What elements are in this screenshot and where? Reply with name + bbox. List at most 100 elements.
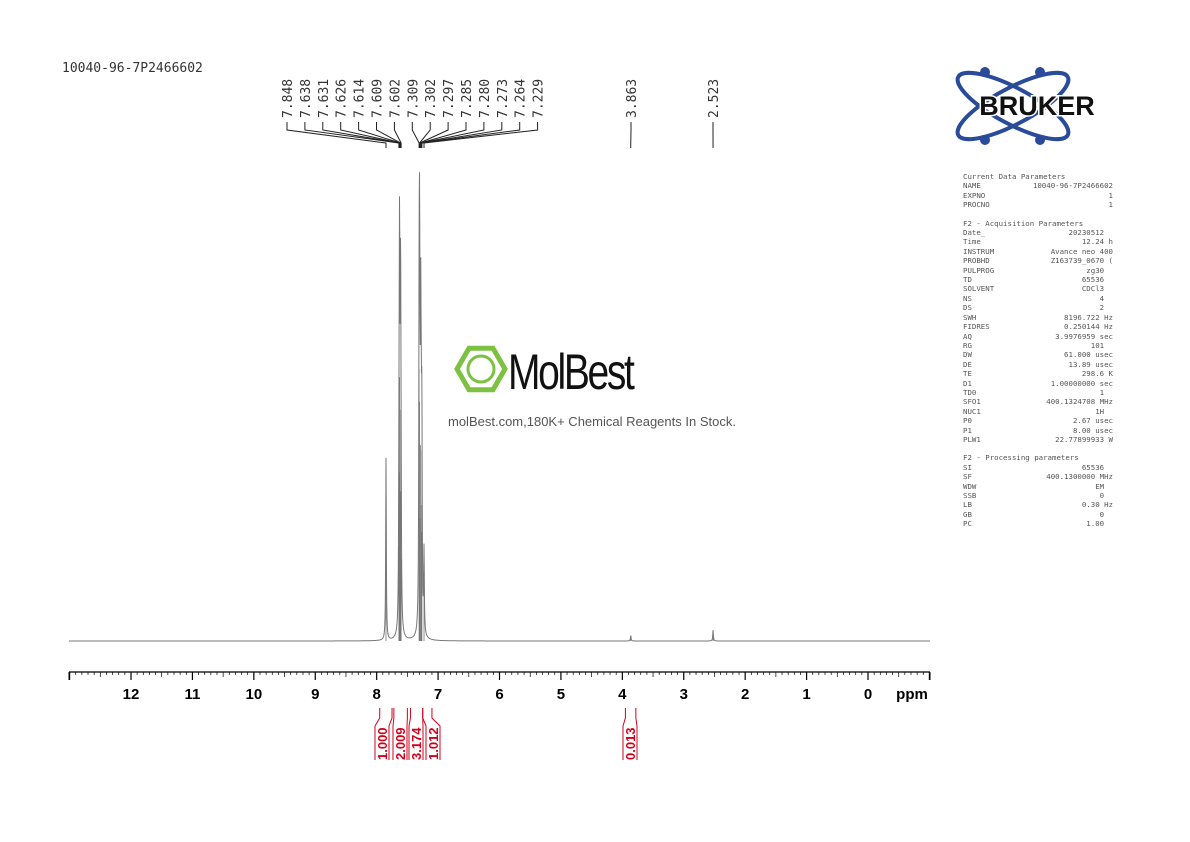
peak-leader-line (411, 122, 420, 148)
peak-label: 7.631 (317, 79, 332, 118)
param-value: 22.77899933 W (1055, 434, 1113, 444)
param-row: SI 65536 (963, 463, 1113, 472)
param-row: GB 0 (963, 510, 1113, 519)
param-name: D1 (963, 378, 972, 388)
peak-label: 2.523 (707, 79, 722, 118)
logo-orbit (955, 70, 1071, 142)
param-value: 13.89 usec (1068, 359, 1114, 369)
param-row: Time 12.24 h (963, 237, 1113, 246)
param-value: 1.00 (1086, 519, 1113, 529)
param-row: DE 13.89 usec (963, 360, 1113, 369)
param-name: TD (963, 275, 972, 285)
param-name: GB (963, 509, 972, 519)
x-tick-label: 12 (123, 686, 140, 703)
param-name: NS (963, 293, 972, 303)
hexagon-ring (466, 354, 496, 384)
param-value: 20230512 (1068, 228, 1113, 238)
param-row: SWH 8196.722 Hz (963, 313, 1113, 322)
param-value: 3.9976959 sec (1055, 331, 1113, 341)
logo-dot (1035, 135, 1045, 145)
x-tick-label: 7 (434, 686, 442, 703)
param-name: Time (963, 237, 981, 247)
molbest-hexagon-icon (454, 345, 508, 393)
peak-label: 7.229 (532, 79, 547, 118)
param-row: TD0 1 (963, 388, 1113, 397)
param-value: 12.24 h (1081, 237, 1113, 247)
peak-leader-line (421, 122, 521, 148)
param-row: WDW EM (963, 482, 1113, 491)
param-name: SOLVENT (963, 284, 995, 294)
integral-bracket (374, 708, 393, 760)
sample-title: 10040-96-7P2466602 (62, 61, 203, 76)
param-row: P1 8.00 usec (963, 426, 1113, 435)
x-tick-label: 11 (184, 686, 200, 703)
param-name: PC (963, 519, 972, 529)
peak-label: 3.863 (625, 79, 640, 118)
peak-leader-line (340, 122, 401, 148)
param-row: SSB 0 (963, 491, 1113, 500)
param-row: SFO1 400.1324708 MHz (963, 397, 1113, 406)
param-row: TD 65536 (963, 275, 1113, 284)
param-row: NUC1 1H (963, 407, 1113, 416)
bruker-logo-text: BRUKER (979, 91, 1095, 121)
param-value: 65536 (1081, 275, 1113, 285)
x-tick-label: 6 (495, 686, 503, 703)
param-value: 298.6 K (1081, 369, 1113, 379)
param-name: P1 (963, 425, 972, 435)
param-row: PROBHD Z163739_0670 ( (963, 256, 1113, 265)
param-value: Z163739_0670 ( (1050, 256, 1113, 266)
param-value: 0 (1099, 491, 1113, 500)
param-row: DW 61.000 usec (963, 350, 1113, 359)
param-name: DS (963, 303, 972, 313)
x-tick-label: 5 (557, 686, 565, 703)
peak-label: 7.280 (478, 79, 493, 118)
param-row: PC 1.00 (963, 519, 1113, 528)
param-name: SWH (963, 312, 977, 322)
peak-label: 7.302 (424, 79, 439, 118)
x-tick-label: 0 (864, 686, 872, 703)
param-value: 1 (1108, 200, 1113, 210)
param-value: 0 (1099, 509, 1113, 519)
param-value: 1 (1108, 190, 1113, 200)
param-name: LB (963, 500, 972, 510)
param-name: PROCNO (963, 200, 990, 210)
param-value: 65536 (1081, 462, 1113, 472)
peak-label: 7.602 (388, 79, 403, 118)
peak-label: 7.609 (371, 79, 386, 118)
param-value: 61.000 usec (1064, 350, 1113, 360)
x-axis-label: ppm (896, 686, 928, 703)
param-section-header: F2 - Acquisition Parameters (963, 218, 1084, 228)
integral-value: 2.009 (393, 727, 408, 760)
param-value: 101 (1090, 340, 1113, 350)
x-tick-label: 9 (311, 686, 319, 703)
param-row: LB 0.30 Hz (963, 500, 1113, 509)
param-row: PROCNO 1 (963, 200, 1113, 209)
param-row: DS 2 (963, 303, 1113, 312)
param-value: EM (1095, 481, 1113, 491)
logo-dot (1035, 67, 1045, 77)
param-name: Date_ (963, 228, 986, 238)
peak-leader-line (286, 122, 387, 148)
param-section-header: Current Data Parameters (963, 172, 1066, 181)
peak-label: 7.848 (281, 79, 296, 118)
param-name: SF (963, 472, 972, 482)
param-row: PLW1 22.77899933 W (963, 435, 1113, 444)
spectrum-line (69, 172, 930, 642)
peak-label: 7.638 (299, 79, 314, 118)
param-name: SSB (963, 491, 977, 500)
param-name: PROBHD (963, 256, 990, 266)
param-row: SF 400.1300000 MHz (963, 472, 1113, 481)
logo-orbit (955, 70, 1071, 142)
parameters-panel: Current Data Parameters NAME 10040-96-7P24… (963, 172, 1113, 529)
peak-label: 7.285 (460, 79, 475, 118)
peak-label: 7.626 (335, 79, 350, 118)
param-value: 10040-96-7P2466602 (1032, 181, 1113, 191)
x-tick-label: 1 (802, 686, 810, 703)
param-row: AQ 3.9976959 sec (963, 332, 1113, 341)
param-value: 2.67 usec (1072, 416, 1113, 426)
peak-label: 7.614 (353, 79, 368, 118)
param-name: AQ (963, 331, 972, 341)
param-value: 400.1324708 MHz (1046, 397, 1113, 407)
